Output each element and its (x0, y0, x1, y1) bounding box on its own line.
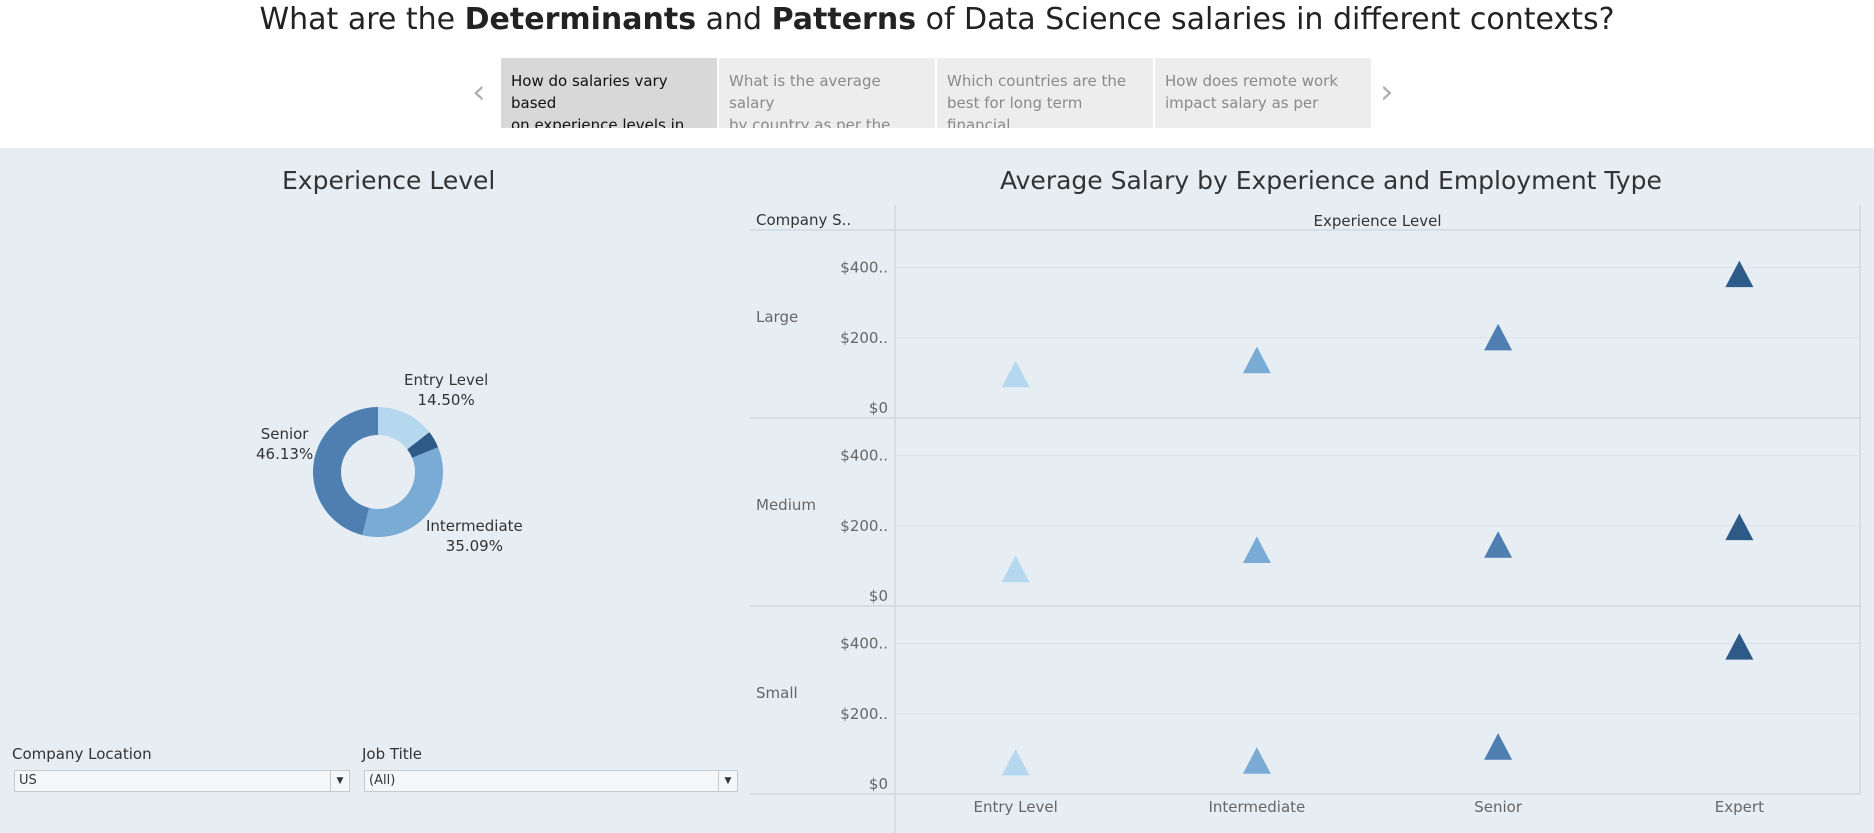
dashboard-body: Experience Level Entry Level 14.50% Inte… (0, 148, 1874, 833)
donut-label-intermediate: Intermediate 35.09% (426, 517, 523, 555)
y-tick-label: $400.. (840, 635, 888, 653)
triangle-marker-medium-expert[interactable] (1725, 513, 1754, 541)
triangle-marker-small-senior[interactable] (1484, 733, 1513, 760)
x-tick-label-intermediate: Intermediate (1208, 798, 1305, 816)
donut-slice-expert[interactable] (407, 432, 439, 458)
story-point-text: best for long term financial (947, 94, 1083, 128)
y-tick-label: $200.. (840, 517, 888, 535)
donut-slice-senior[interactable] (312, 407, 378, 536)
y-tick-label: $0 (869, 587, 888, 605)
y-tick-label: $200.. (840, 329, 888, 347)
row-label-small: Small (756, 684, 798, 702)
triangle-marker-small-entry-level[interactable] (1001, 748, 1030, 776)
company-location-select[interactable]: US ▼ (14, 770, 350, 792)
x-tick-label-entry-level: Entry Level (973, 798, 1057, 816)
row-label-large: Large (756, 308, 798, 326)
story-point-text: How do salaries vary based (511, 72, 668, 112)
y-tick-label: $0 (869, 775, 888, 793)
chart-title: Average Salary by Experience and Employm… (1000, 166, 1662, 195)
y-tick-label: $0 (869, 399, 888, 417)
story-point-3[interactable]: Which countries are the best for long te… (937, 58, 1153, 128)
triangle-marker-large-intermediate[interactable] (1242, 346, 1271, 374)
donut-label-entry: Entry Level 14.50% (404, 371, 489, 409)
donut-slice-intermediate[interactable] (362, 447, 443, 537)
job-title-select[interactable]: (All) ▼ (364, 770, 738, 792)
company-location-value: US (19, 773, 37, 788)
dropdown-arrow-icon[interactable]: ▼ (330, 771, 349, 791)
story-point-text: impact salary as per (1165, 94, 1319, 112)
triangle-marker-medium-senior[interactable] (1484, 531, 1513, 558)
story-point-2[interactable]: What is the average salary by country as… (719, 58, 935, 128)
dashboard-title: What are the Determinants and Patterns o… (259, 2, 1615, 37)
story-point-text: How does remote work (1165, 72, 1339, 90)
donut-title: Experience Level (282, 166, 496, 195)
y-tick-label: $400.. (840, 259, 888, 277)
triangle-marker-medium-intermediate[interactable] (1242, 536, 1271, 563)
chevron-right-icon[interactable]: › (1380, 72, 1394, 112)
y-tick-label: $200.. (840, 705, 888, 723)
x-tick-label-senior: Senior (1474, 798, 1523, 816)
triangle-marker-large-entry-level[interactable] (1001, 360, 1030, 388)
job-title-value: (All) (369, 773, 396, 788)
dropdown-arrow-icon[interactable]: ▼ (718, 771, 737, 791)
company-location-label: Company Location (12, 745, 152, 763)
story-point-text: on experience levels in the (511, 116, 685, 128)
donut-label-senior: Senior 46.13% (256, 425, 314, 463)
story-point-text: What is the average salary (729, 72, 881, 112)
story-point-4[interactable]: How does remote work impact salary as pe… (1155, 58, 1371, 128)
job-title-label: Job Title (362, 745, 423, 763)
triangle-marker-large-expert[interactable] (1725, 260, 1754, 288)
triangle-marker-small-intermediate[interactable] (1242, 747, 1271, 774)
story-point-text: Which countries are the (947, 72, 1127, 90)
chevron-left-icon[interactable]: ‹ (472, 72, 486, 112)
donut-slice-entry-level[interactable] (378, 407, 430, 450)
triangle-marker-small-expert[interactable] (1725, 633, 1754, 660)
triangle-marker-large-senior[interactable] (1484, 323, 1513, 351)
row-label-medium: Medium (756, 496, 816, 514)
x-tick-label-expert: Expert (1715, 798, 1764, 816)
story-point-1[interactable]: How do salaries vary based on experience… (501, 58, 717, 128)
column-header-label: Experience Level (1313, 212, 1441, 230)
y-tick-label: $400.. (840, 447, 888, 465)
donut-chart[interactable] (258, 352, 498, 592)
row-header-label: Company S.. (756, 211, 851, 229)
triangle-marker-medium-entry-level[interactable] (1001, 555, 1030, 583)
salary-scatter-chart[interactable]: Company S.. Experience Level $0 $200.. $400.… (0, 148, 1874, 833)
story-point-text: by country as per the (729, 116, 891, 128)
